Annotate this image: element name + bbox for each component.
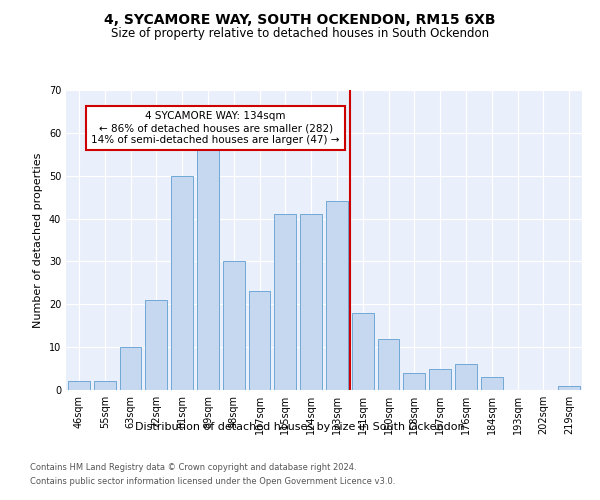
Bar — [326, 202, 348, 390]
Bar — [68, 382, 90, 390]
Bar — [274, 214, 296, 390]
Text: 4, SYCAMORE WAY, SOUTH OCKENDON, RM15 6XB: 4, SYCAMORE WAY, SOUTH OCKENDON, RM15 6X… — [104, 12, 496, 26]
Bar — [197, 137, 219, 390]
Bar — [145, 300, 167, 390]
Text: Size of property relative to detached houses in South Ockendon: Size of property relative to detached ho… — [111, 28, 489, 40]
Bar — [248, 292, 271, 390]
Bar — [171, 176, 193, 390]
Bar — [481, 377, 503, 390]
Bar — [455, 364, 477, 390]
Text: Contains HM Land Registry data © Crown copyright and database right 2024.: Contains HM Land Registry data © Crown c… — [30, 464, 356, 472]
Bar — [558, 386, 580, 390]
Text: 4 SYCAMORE WAY: 134sqm
← 86% of detached houses are smaller (282)
14% of semi-de: 4 SYCAMORE WAY: 134sqm ← 86% of detached… — [91, 112, 340, 144]
Bar — [94, 382, 116, 390]
Bar — [352, 313, 374, 390]
Bar — [119, 347, 142, 390]
Text: Distribution of detached houses by size in South Ockendon: Distribution of detached houses by size … — [135, 422, 465, 432]
Y-axis label: Number of detached properties: Number of detached properties — [33, 152, 43, 328]
Bar — [403, 373, 425, 390]
Bar — [223, 262, 245, 390]
Text: Contains public sector information licensed under the Open Government Licence v3: Contains public sector information licen… — [30, 477, 395, 486]
Bar — [377, 338, 400, 390]
Bar — [300, 214, 322, 390]
Bar — [429, 368, 451, 390]
